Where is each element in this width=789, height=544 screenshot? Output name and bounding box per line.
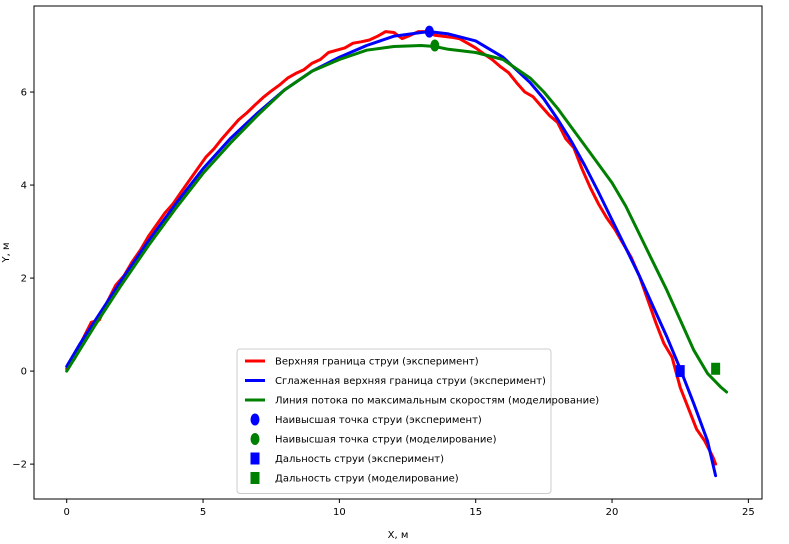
marker-point-3	[424, 25, 434, 38]
x-tick-label: 25	[742, 507, 755, 518]
legend-entry-label: Наивысшая точка струи (моделирование)	[275, 435, 497, 446]
legend-entry-label: Сглаженная верхняя граница струи (экспер…	[275, 376, 546, 387]
legend-entry-label: Дальность струи (эксперимент)	[275, 454, 444, 465]
y-tick-label: 0	[21, 367, 27, 378]
y-tick-label: 4	[21, 181, 27, 192]
axes: 0 5 10 15 20 25 −2 0 2 4 6	[12, 5, 763, 518]
marker-point-4	[430, 39, 440, 52]
x-tick-label: 15	[469, 507, 482, 518]
series-line-1	[65, 30, 718, 478]
series-line-0	[65, 30, 718, 466]
y-tick-label: −2	[12, 460, 27, 471]
legend-entry-label: Линия потока по максимальным скоростям (…	[275, 396, 599, 407]
legend-entry-label: Наивысшая точка струи (эксперимент)	[275, 415, 482, 426]
legend-swatch	[250, 472, 260, 484]
legend-entry-label: Дальность струи (моделирование)	[275, 474, 459, 485]
y-axis-label: Y, м	[1, 242, 12, 263]
series-line-2	[65, 44, 729, 394]
x-tick-label: 0	[64, 507, 70, 518]
x-axis-label: X, м	[388, 530, 409, 541]
legend-swatch	[250, 452, 260, 465]
legend-swatch	[250, 413, 260, 426]
legend: Верхняя граница струи (эксперимент) Сглаж…	[236, 348, 599, 494]
plot-frame	[33, 5, 763, 500]
x-tick-label: 10	[333, 507, 346, 518]
x-tick-label: 20	[606, 507, 619, 518]
legend-box	[236, 348, 552, 494]
x-tick-label: 5	[200, 507, 206, 518]
marker-point-5	[675, 365, 685, 378]
marker-point-6	[711, 362, 721, 375]
y-tick-label: 6	[21, 88, 27, 99]
plot-series	[65, 25, 729, 478]
legend-swatch	[250, 433, 260, 445]
legend-entry-label: Верхняя граница струи (эксперимент)	[275, 357, 479, 368]
y-tick-label: 2	[21, 274, 27, 285]
